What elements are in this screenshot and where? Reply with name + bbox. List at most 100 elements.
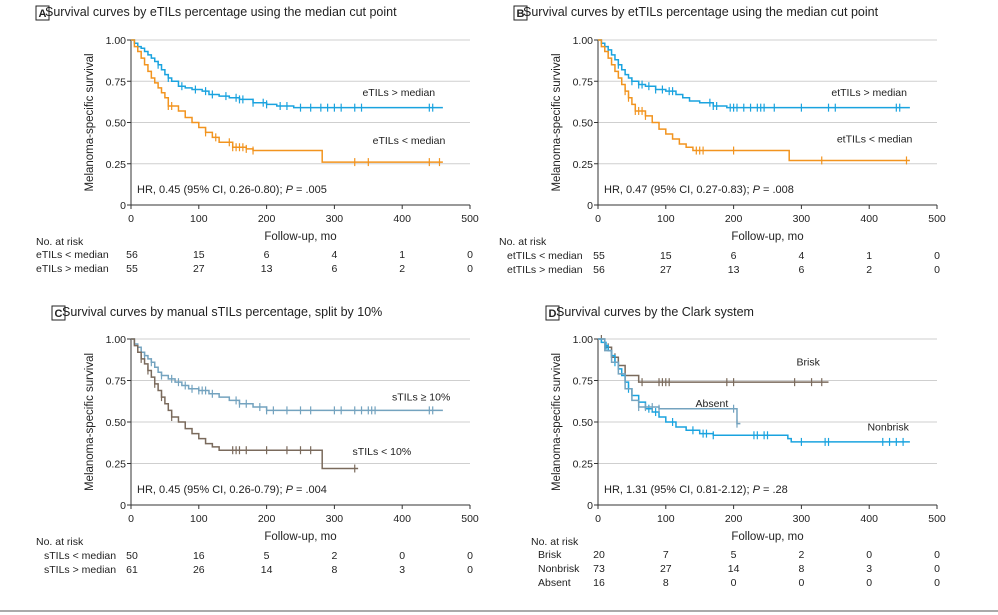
series-ettils-median [598, 39, 910, 112]
x-tick-label: 200 [725, 213, 743, 225]
y-axis-label: Melanoma-specific survival [84, 353, 96, 491]
x-tick-label: 100 [657, 213, 675, 225]
series-stils-10- [131, 338, 443, 415]
series-absent [598, 338, 741, 428]
risk-count: 0 [798, 577, 804, 589]
hazard-ratio-text: HR, 0.45 (95% CI, 0.26-0.79); P = .004 [137, 484, 327, 496]
risk-row-label: etTILs > median [507, 264, 583, 276]
y-axis-label: Melanoma-specific survival [84, 53, 96, 191]
series-etils-median [131, 39, 443, 167]
x-tick-label: 300 [793, 213, 811, 225]
curve-label: eTILs < median [373, 135, 446, 147]
x-tick-label: 500 [928, 213, 946, 225]
risk-count: 14 [728, 563, 740, 575]
y-tick-label: 0.50 [106, 118, 127, 130]
x-tick-label: 200 [258, 513, 276, 525]
y-tick-label: 0.25 [106, 159, 127, 171]
risk-count: 15 [660, 250, 672, 262]
y-tick-label: 0.75 [106, 76, 127, 88]
risk-count: 6 [731, 250, 737, 262]
series-stils-10- [131, 338, 359, 473]
risk-count: 14 [261, 564, 273, 576]
risk-count: 56 [593, 264, 605, 276]
hazard-ratio-text: HR, 1.31 (95% CI, 0.81-2.12); P = .28 [604, 484, 788, 496]
curve-label: sTILs < 10% [353, 446, 412, 458]
x-axis-label: Follow-up, mo [731, 231, 803, 243]
x-tick-label: 500 [461, 213, 479, 225]
series-nonbrisk [598, 338, 910, 446]
panel-title: Survival curves by etTILs percentage usi… [523, 5, 879, 19]
risk-count: 16 [593, 577, 605, 589]
risk-count: 55 [593, 250, 605, 262]
risk-count: 3 [399, 564, 405, 576]
x-tick-label: 200 [258, 213, 276, 225]
curve-label: Nonbrisk [867, 421, 909, 433]
risk-count: 13 [261, 263, 273, 275]
risk-row-label: Absent [538, 577, 571, 589]
panel-letter-box [35, 5, 50, 21]
y-axis-label: Melanoma-specific survival [551, 353, 563, 491]
x-tick-label: 0 [128, 213, 134, 225]
survival-curve [131, 338, 359, 470]
survival-curve [131, 39, 443, 163]
panel-title: Survival curves by eTILs percentage usin… [45, 5, 397, 19]
risk-row-label: etTILs < median [507, 250, 583, 262]
risk-count: 8 [663, 577, 669, 589]
x-tick-label: 0 [595, 513, 601, 525]
risk-count: 50 [126, 550, 138, 562]
x-tick-label: 100 [190, 513, 208, 525]
risk-row-label: Nonbrisk [538, 563, 580, 575]
survival-curve [598, 338, 829, 383]
risk-row-label: eTILs > median [36, 263, 109, 275]
risk-count: 13 [728, 264, 740, 276]
risk-table-title: No. at risk [36, 236, 84, 248]
y-tick-label: 0 [120, 500, 126, 512]
y-tick-label: 0 [587, 200, 593, 212]
y-tick-label: 0.50 [573, 118, 594, 130]
curve-label: eTILs > median [362, 87, 435, 99]
panel-title: Survival curves by the Clark system [556, 305, 754, 319]
panel-D: D Survival curves by the Clark system 0 0.2… [531, 305, 946, 589]
survival-curve [598, 338, 910, 443]
risk-count: 26 [193, 564, 205, 576]
y-tick-label: 0.75 [106, 376, 127, 388]
x-tick-label: 400 [860, 513, 878, 525]
hazard-ratio-text: HR, 0.45 (95% CI, 0.26-0.80); P = .005 [137, 184, 327, 196]
x-tick-label: 100 [657, 513, 675, 525]
risk-count: 0 [467, 550, 473, 562]
risk-table-title: No. at risk [36, 536, 84, 548]
risk-row-label: Brisk [538, 549, 562, 561]
series-etils-median [131, 39, 443, 112]
risk-count: 0 [399, 550, 405, 562]
curve-label: Absent [696, 398, 729, 410]
risk-row-label: sTILs > median [44, 564, 116, 576]
risk-count: 1 [399, 249, 405, 261]
panel-letter-box [513, 5, 528, 21]
panel-letter: D [549, 308, 557, 320]
risk-count: 20 [593, 549, 605, 561]
panel-letter-box [51, 305, 66, 321]
hazard-ratio-text: HR, 0.47 (95% CI, 0.27-0.83); P = .008 [604, 184, 794, 196]
y-tick-label: 1.00 [573, 334, 594, 346]
risk-count: 0 [731, 577, 737, 589]
y-tick-label: 1.00 [106, 334, 127, 346]
y-tick-label: 0.75 [573, 376, 594, 388]
y-tick-label: 0.25 [106, 459, 127, 471]
risk-count: 4 [331, 249, 337, 261]
risk-count: 27 [193, 263, 205, 275]
risk-count: 7 [663, 549, 669, 561]
series-brisk [598, 335, 829, 387]
risk-count: 27 [660, 563, 672, 575]
survival-curve [598, 39, 910, 162]
risk-count: 0 [467, 564, 473, 576]
x-axis-label: Follow-up, mo [264, 231, 336, 243]
risk-count: 2 [331, 550, 337, 562]
y-tick-label: 0.50 [573, 417, 594, 429]
x-axis-label: Follow-up, mo [731, 531, 803, 543]
risk-count: 6 [331, 263, 337, 275]
y-tick-label: 0.25 [573, 159, 594, 171]
x-tick-label: 300 [326, 513, 344, 525]
risk-row-label: eTILs < median [36, 249, 109, 261]
